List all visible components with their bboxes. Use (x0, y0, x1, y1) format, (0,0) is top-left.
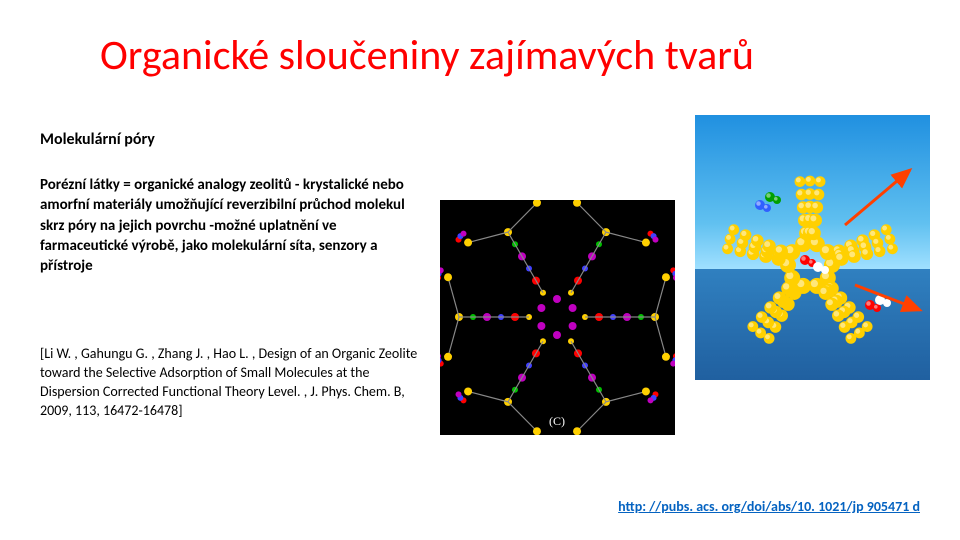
molecule-image-hexagonal: (C) (440, 200, 675, 435)
source-link[interactable]: http: //pubs. acs. org/doi/abs/10. 1021/… (618, 498, 920, 515)
body-paragraph: Porézní látky = organické analogy zeolit… (40, 175, 410, 276)
molecule-svg-2 (695, 115, 930, 380)
section-subtitle: Molekulární póry (40, 130, 155, 149)
slide-title: Organické sloučeniny zajímavých tvarů (100, 30, 754, 81)
svg-text:(C): (C) (549, 414, 565, 428)
citation-text: [Li W. , Gahungu G. , Zhang J. , Hao L. … (40, 345, 420, 421)
molecule-image-scene (695, 115, 930, 380)
molecule-svg-1: (C) (440, 200, 675, 435)
